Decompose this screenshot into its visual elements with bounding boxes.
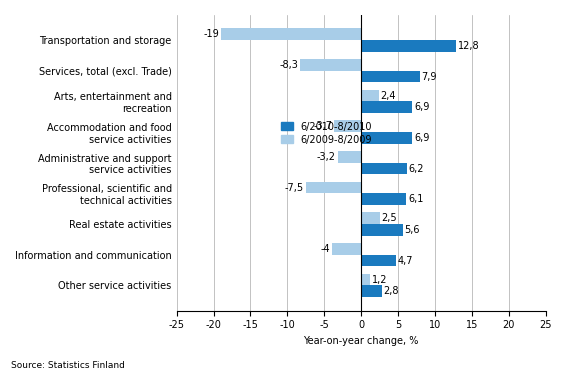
- Bar: [361, 274, 370, 285]
- Text: 4,7: 4,7: [397, 256, 413, 266]
- Text: 2,5: 2,5: [382, 213, 397, 223]
- Bar: [306, 182, 361, 193]
- Bar: [361, 163, 407, 174]
- Bar: [361, 285, 382, 297]
- Text: -8,3: -8,3: [279, 60, 298, 70]
- Text: 6,2: 6,2: [409, 164, 424, 174]
- Bar: [361, 212, 380, 224]
- Text: 1,2: 1,2: [372, 275, 387, 285]
- Bar: [221, 28, 361, 40]
- Bar: [361, 40, 456, 52]
- Text: 6,9: 6,9: [414, 102, 429, 112]
- Text: 7,9: 7,9: [421, 71, 437, 81]
- Bar: [300, 59, 361, 71]
- Bar: [361, 255, 396, 266]
- Bar: [337, 151, 361, 163]
- Text: 2,4: 2,4: [381, 91, 396, 100]
- Text: -7,5: -7,5: [285, 183, 304, 193]
- Bar: [334, 121, 361, 132]
- Bar: [361, 193, 406, 205]
- Text: 5,6: 5,6: [404, 225, 420, 235]
- Bar: [361, 224, 403, 236]
- Bar: [361, 102, 412, 113]
- Text: Source: Statistics Finland: Source: Statistics Finland: [11, 361, 125, 370]
- Text: 6,1: 6,1: [408, 194, 424, 204]
- Bar: [332, 243, 361, 255]
- Text: -3,2: -3,2: [317, 152, 336, 162]
- Text: 2,8: 2,8: [384, 286, 399, 296]
- Bar: [361, 132, 412, 144]
- Text: -4: -4: [320, 244, 330, 254]
- Text: -3,7: -3,7: [313, 121, 332, 131]
- Text: 12,8: 12,8: [458, 41, 479, 51]
- Text: -19: -19: [204, 29, 219, 39]
- Text: 6,9: 6,9: [414, 133, 429, 143]
- Bar: [361, 71, 420, 83]
- Bar: [361, 90, 379, 102]
- Legend: 6/2010-8/2010, 6/2009-8/2009: 6/2010-8/2010, 6/2009-8/2009: [281, 122, 372, 145]
- X-axis label: Year-on-year change, %: Year-on-year change, %: [303, 336, 419, 346]
